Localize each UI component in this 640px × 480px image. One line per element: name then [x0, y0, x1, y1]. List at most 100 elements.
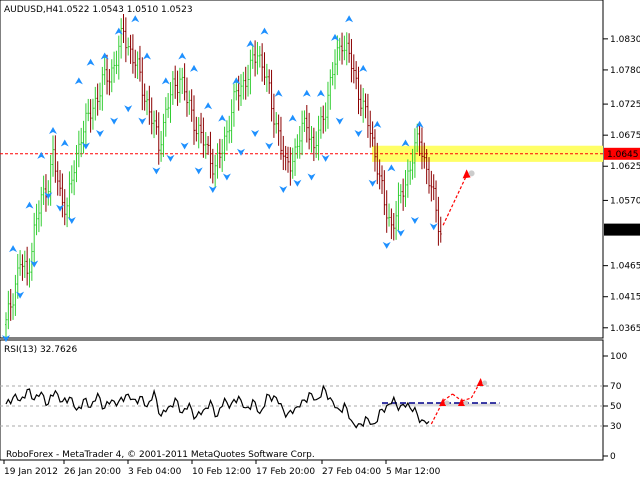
fractal-down-icon: [307, 173, 316, 181]
fractal-up-icon: [37, 151, 46, 159]
fractal-down-icon: [410, 217, 419, 225]
price-tick-label: 1.0415: [610, 293, 640, 303]
fractal-down-icon: [368, 179, 377, 187]
fractal-up-icon: [131, 15, 140, 23]
rsi-line-layer: [5, 378, 488, 429]
fractal-down-icon: [110, 117, 119, 125]
current-price-label: 1.0523: [607, 226, 639, 236]
rsi-line: [5, 384, 430, 429]
fractal-down-icon: [166, 154, 175, 162]
fractal-down-icon: [429, 223, 438, 231]
fractal-up-icon: [161, 77, 170, 85]
forecast-arrow-head-icon: [462, 169, 471, 179]
resistance-price-box: [604, 147, 640, 160]
time-tick-label: 27 Feb 04:00: [322, 467, 381, 477]
rsi-forecast-line: [442, 393, 453, 402]
rsi-y-axis: 100 70 50 30 0: [603, 352, 627, 462]
price-pane: [0, 0, 604, 339]
fractal-up-icon: [387, 164, 396, 172]
price-overlay-layer: [442, 169, 475, 226]
fractal-up-icon: [316, 89, 325, 97]
rsi-forecast-head-icon: [457, 398, 465, 406]
fractal-down-icon: [335, 117, 344, 125]
price-tick-label: 1.0830: [610, 35, 640, 45]
rsi-header: RSI(13) 32.7626: [4, 345, 77, 355]
fractal-up-icon: [204, 102, 213, 110]
time-tick-label: 17 Feb 20:00: [256, 467, 315, 477]
fractal-down-icon: [293, 179, 302, 187]
forecast-arrow-line: [442, 175, 468, 226]
symbol-label: AUDUSD,H4: [4, 5, 59, 15]
forecast-arrow-shadow: [468, 170, 475, 177]
fractal-down-icon: [180, 142, 189, 150]
fractal-up-icon: [86, 58, 95, 66]
fractal-down-icon: [16, 291, 25, 299]
resistance-zone-layer: [0, 145, 603, 162]
fractal-up-icon: [359, 64, 368, 72]
fractal-up-icon: [100, 52, 109, 60]
fractal-down-icon: [152, 167, 161, 175]
fractal-up-icon: [60, 139, 69, 147]
fractal-down-icon: [251, 130, 260, 138]
fractal-up-icon: [74, 77, 83, 85]
fractal-down-icon: [265, 142, 274, 150]
fractal-up-icon: [302, 89, 311, 97]
fractal-up-icon: [218, 114, 227, 122]
price-tick-label: 1.0675: [610, 131, 640, 141]
resistance-price-label: 1.0645: [607, 150, 639, 160]
time-tick-label: 19 Jan 2012: [4, 467, 58, 477]
fractal-down-icon: [382, 241, 391, 249]
fractal-down-icon: [30, 260, 39, 268]
fractals-layer: [2, 15, 438, 343]
fractal-up-icon: [25, 201, 34, 209]
time-tick-label: 3 Feb 04:00: [128, 467, 182, 477]
price-y-axis: 1.0830 1.0780 1.0725 1.0675 1.0625 1.0570 1.04…: [603, 35, 640, 334]
fractal-down-icon: [396, 229, 405, 237]
fractal-up-icon: [49, 127, 57, 135]
current-price-box: [604, 223, 640, 236]
rsi-forecast-head-icon: [476, 378, 484, 386]
price-tick-label: 1.0570: [610, 196, 640, 206]
candles-layer: [5, 14, 442, 340]
fractal-up-icon: [331, 33, 339, 41]
fractal-down-icon: [67, 217, 76, 225]
fractal-up-icon: [415, 120, 424, 128]
time-tick-label: 10 Feb 12:00: [192, 467, 251, 477]
time-tick-label: 26 Jan 20:00: [64, 467, 121, 477]
fractal-down-icon: [81, 142, 90, 150]
fractal-down-icon: [44, 192, 53, 200]
time-x-axis: 19 Jan 2012 26 Jan 20:00 3 Feb 04:00 10 Feb…: [3, 460, 441, 477]
fractal-up-icon: [260, 27, 269, 35]
fractal-up-icon: [114, 27, 123, 35]
rsi-tick-label: 30: [610, 422, 622, 432]
fractal-up-icon: [288, 114, 297, 122]
fractal-down-icon: [56, 204, 65, 212]
rsi-forecast-shadow: [482, 380, 488, 386]
price-tick-label: 1.0365: [610, 324, 640, 334]
fractal-up-icon: [232, 77, 241, 85]
price-tick-label: 1.0465: [610, 262, 640, 272]
fractal-up-icon: [190, 64, 198, 72]
fractal-up-icon: [373, 120, 382, 128]
price-tick-label: 1.0780: [610, 66, 640, 76]
rsi-tick-label: 100: [610, 352, 627, 362]
fractal-up-icon: [246, 40, 255, 48]
fractal-down-icon: [237, 148, 245, 156]
rsi-tick-label: 70: [610, 382, 622, 392]
price-tick-label: 1.0625: [610, 162, 640, 172]
fractal-down-icon: [279, 185, 288, 193]
fractal-down-icon: [138, 117, 147, 125]
price-tick-label: 1.0725: [610, 100, 640, 110]
rsi-forecast-line: [461, 397, 472, 402]
rsi-tick-label: 50: [610, 402, 622, 412]
fractal-down-icon: [124, 105, 133, 113]
rsi-forecast-shadow: [463, 400, 469, 406]
watermark: RoboForex - MetaTrader 4, © 2001-2011 Me…: [6, 450, 315, 460]
fractal-down-icon: [194, 167, 203, 175]
fractal-up-icon: [345, 15, 354, 23]
fractal-down-icon: [2, 335, 10, 343]
fractal-down-icon: [354, 130, 363, 138]
time-tick-label: 5 Mar 12:00: [386, 467, 441, 477]
fractal-up-icon: [401, 139, 410, 147]
